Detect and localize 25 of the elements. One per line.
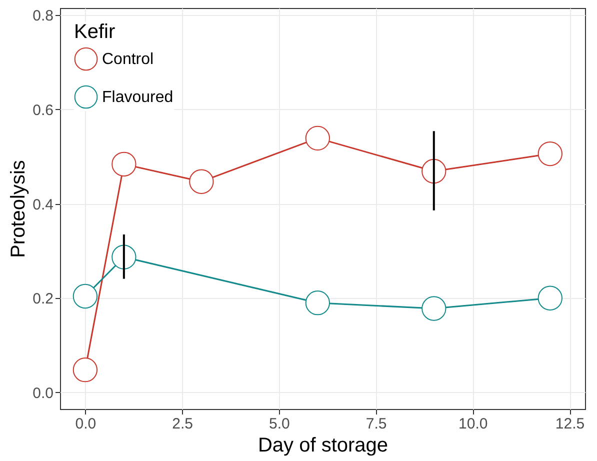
point xyxy=(189,169,214,194)
x-tick-label: 7.5 xyxy=(366,416,387,432)
x-tick-label: 12.5 xyxy=(555,416,585,432)
legend-title: Kefir xyxy=(74,21,116,43)
point xyxy=(538,141,562,166)
point xyxy=(72,358,98,382)
y-tick-label: 0.2 xyxy=(32,290,54,308)
point xyxy=(305,126,330,151)
x-tick-label: 0.0 xyxy=(75,416,96,432)
point xyxy=(422,296,446,321)
y-axis-title: Proteolysis xyxy=(8,160,30,258)
y-tick-label: 0.4 xyxy=(32,196,54,214)
y-tick-label: 0.6 xyxy=(32,102,54,119)
y-tick-label: 0.0 xyxy=(32,384,54,402)
x-tick-label: 5.0 xyxy=(268,416,290,432)
x-tick-label: 10.0 xyxy=(458,416,488,432)
point xyxy=(72,284,98,309)
legend-label: Control xyxy=(102,51,154,68)
y-tick-label: 0.8 xyxy=(32,8,54,25)
legend-label: Flavoured xyxy=(102,89,174,106)
x-axis-title: Day of storage xyxy=(258,434,388,456)
x-tick-label: 2.5 xyxy=(172,416,193,432)
point xyxy=(112,152,136,176)
point xyxy=(538,286,562,310)
point xyxy=(305,290,330,316)
